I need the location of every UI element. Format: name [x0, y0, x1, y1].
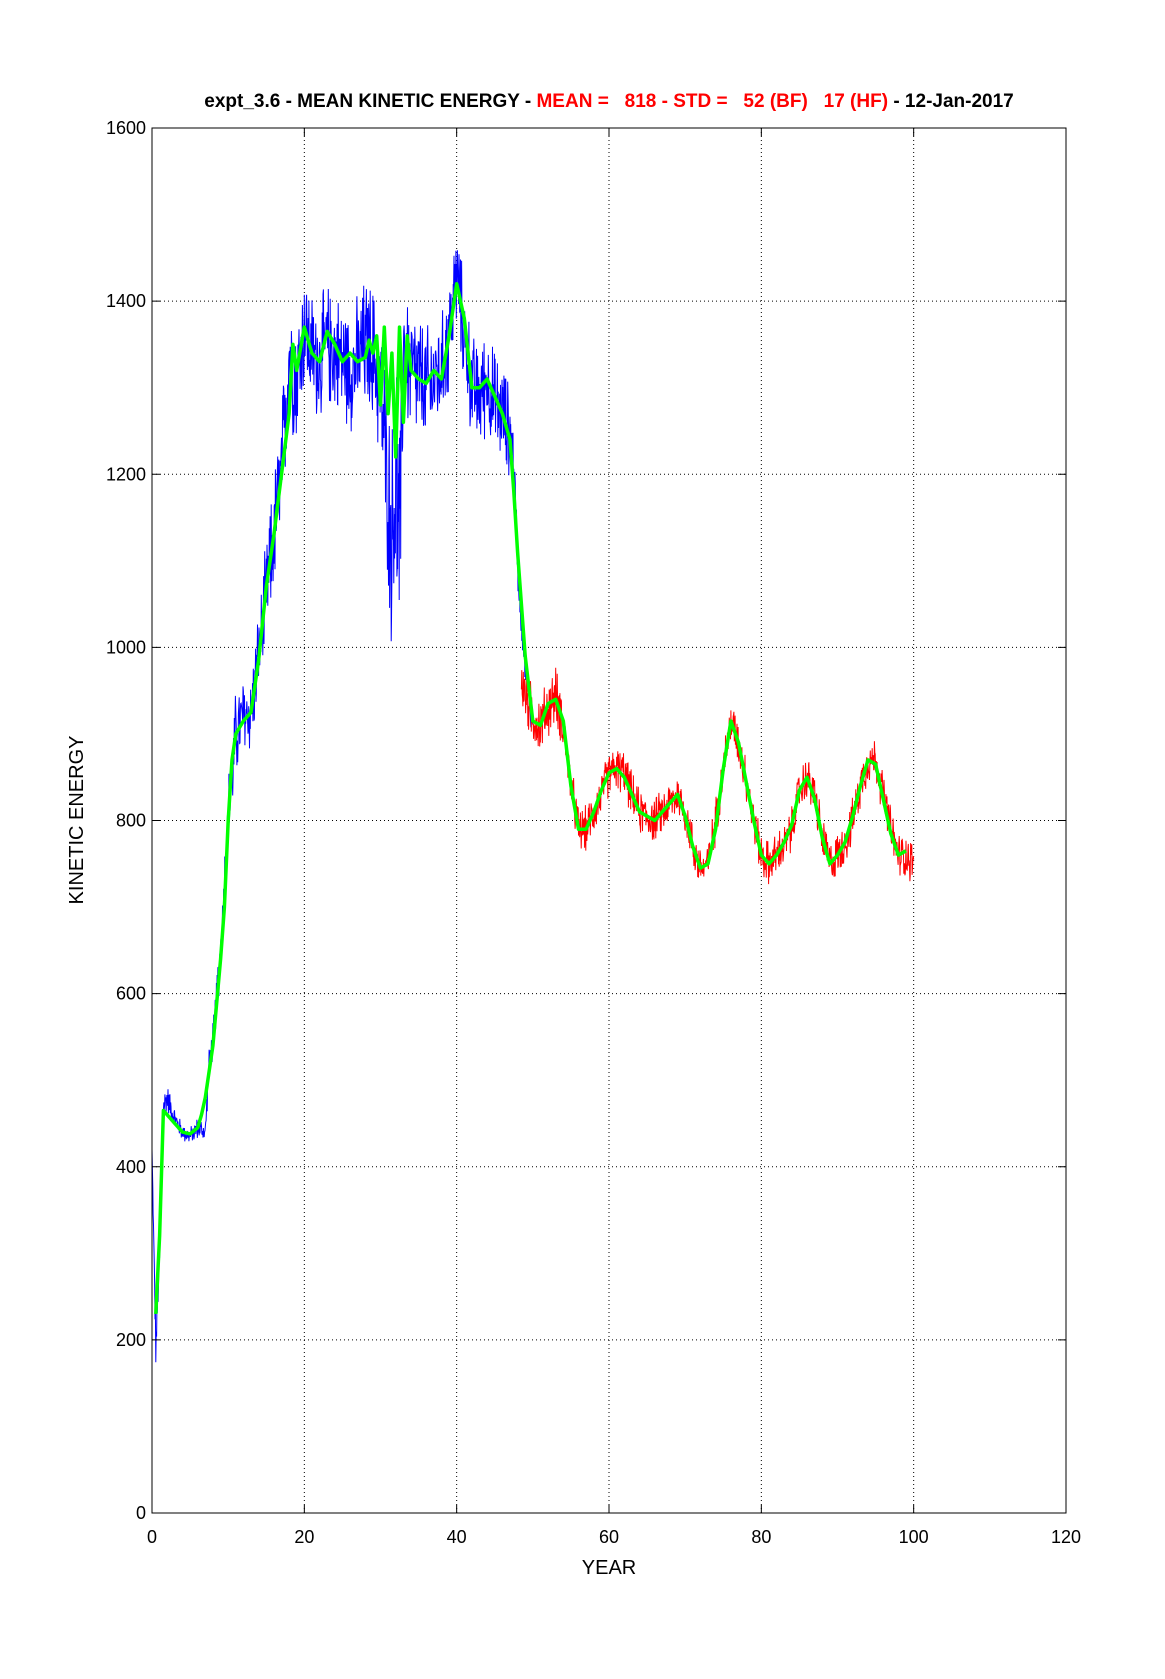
- y-tick-label: 1000: [106, 637, 146, 657]
- y-axis-label: KINETIC ENERGY: [66, 736, 88, 905]
- x-tick-label: 60: [599, 1527, 619, 1547]
- series-line-0: [152, 250, 533, 1362]
- title-part-2-stats: MEAN = 818 - STD = 52 (BF) 17 (HF): [536, 91, 888, 112]
- y-tick-label: 1400: [106, 291, 146, 311]
- y-tick-label: 400: [116, 1157, 146, 1177]
- series-line-1: [521, 668, 913, 884]
- y-tick-label: 800: [116, 811, 146, 831]
- x-tick-label: 40: [447, 1527, 467, 1547]
- title-part-1: expt_3.6 - MEAN KINETIC ENERGY -: [204, 91, 536, 112]
- x-tick-label: 120: [1051, 1527, 1081, 1547]
- title-part-3-date: - 12-Jan-2017: [888, 91, 1014, 112]
- axis-ticks: 0204060801001200200400600800100012001400…: [106, 118, 1081, 1547]
- x-tick-label: 100: [899, 1527, 929, 1547]
- y-tick-label: 600: [116, 984, 146, 1004]
- x-tick-label: 20: [294, 1527, 314, 1547]
- y-tick-label: 1600: [106, 118, 146, 138]
- x-tick-label: 0: [147, 1527, 157, 1547]
- series-line-2: [156, 284, 906, 1314]
- x-tick-label: 80: [751, 1527, 771, 1547]
- series-layer: [152, 250, 914, 1362]
- grid-lines: [152, 128, 1066, 1513]
- y-tick-label: 200: [116, 1330, 146, 1350]
- y-tick-label: 0: [136, 1503, 146, 1523]
- x-axis-label: YEAR: [582, 1557, 636, 1579]
- y-tick-label: 1200: [106, 464, 146, 484]
- chart-title: expt_3.6 - MEAN KINETIC ENERGY - MEAN = …: [204, 91, 1013, 112]
